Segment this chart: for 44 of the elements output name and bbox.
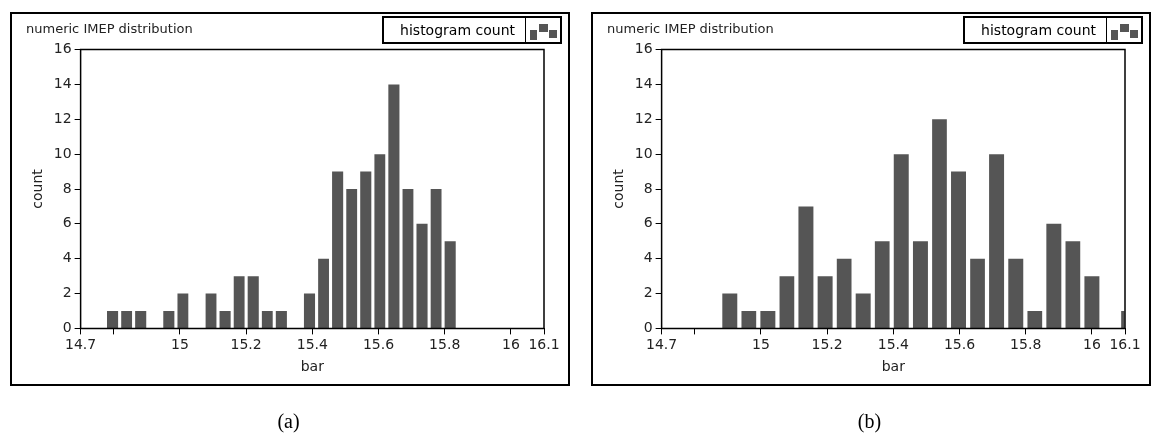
y-tick-label: 14 <box>634 75 653 92</box>
x-tick-label: 16 <box>501 336 520 353</box>
y-tick-label: 8 <box>643 179 653 196</box>
x-tick-label: 16 <box>1082 336 1101 353</box>
y-tick-label: 0 <box>62 319 72 336</box>
x-tick-label: 15.2 <box>811 336 843 353</box>
x-tick-label: 15.2 <box>230 336 262 353</box>
text: (b) <box>856 410 883 433</box>
x-axis-title: bar <box>881 358 906 375</box>
y-tick-label: 2 <box>62 284 72 301</box>
y-axis-title: count <box>29 168 46 209</box>
x-tick-label: 15.8 <box>1010 336 1042 353</box>
chart-title: numeric IMEP distribution <box>607 21 774 37</box>
text: (a) <box>276 410 301 433</box>
y-tick-label: 14 <box>53 75 72 92</box>
y-tick-label: 6 <box>62 214 72 231</box>
y-tick-label: 10 <box>53 144 72 161</box>
y-tick-label: 16 <box>53 40 72 57</box>
x-tick-label: 15 <box>171 336 189 353</box>
x-tick-label: 15.6 <box>943 336 976 353</box>
x-axis-title: bar <box>300 358 325 375</box>
y-axis-title: count <box>610 168 627 209</box>
x-tick-label: 15.8 <box>429 336 461 353</box>
y-tick-label: 12 <box>53 109 72 126</box>
x-tick-label: 16.1 <box>528 336 560 353</box>
y-tick-label: 12 <box>634 109 653 126</box>
x-tick-label: 14.7 <box>646 336 678 353</box>
x-tick-label: 15 <box>752 336 770 353</box>
text: histogram count <box>399 22 516 38</box>
text: histogram count <box>980 22 1097 38</box>
y-tick-label: 10 <box>634 144 653 161</box>
x-tick-label: 16.1 <box>1109 336 1141 353</box>
y-tick-label: 6 <box>643 214 653 231</box>
chart-title: numeric IMEP distribution <box>26 21 193 37</box>
y-tick-label: 2 <box>643 284 653 301</box>
y-tick-label: 4 <box>643 249 653 266</box>
y-tick-label: 0 <box>643 319 653 336</box>
y-tick-label: 16 <box>634 40 653 57</box>
x-tick-label: 15.6 <box>362 336 395 353</box>
x-tick-label: 15.4 <box>877 336 909 353</box>
x-tick-label: 15.4 <box>296 336 328 353</box>
y-tick-label: 4 <box>62 249 72 266</box>
x-tick-label: 14.7 <box>65 336 97 353</box>
y-tick-label: 8 <box>62 179 72 196</box>
